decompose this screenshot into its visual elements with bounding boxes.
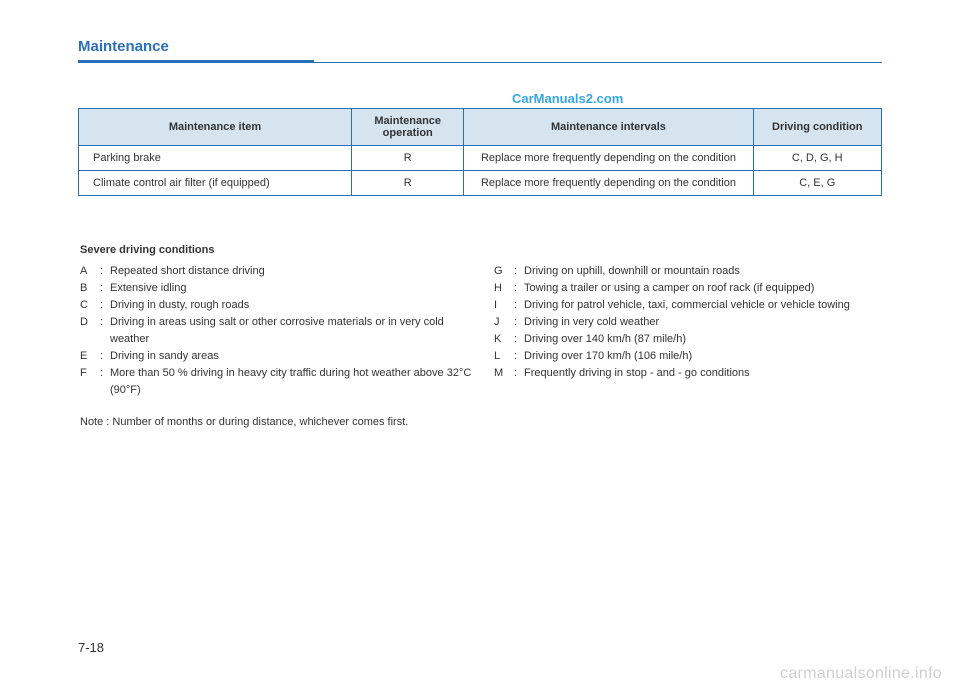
- header-intervals: Maintenance intervals: [464, 109, 753, 146]
- condition-letter: E: [80, 348, 100, 365]
- header-operation: Maintenance operation: [352, 109, 464, 146]
- header-item: Maintenance item: [79, 109, 352, 146]
- condition-letter: D: [80, 314, 100, 348]
- cell-operation: R: [352, 146, 464, 171]
- condition-colon: :: [100, 314, 110, 348]
- condition-colon: :: [514, 280, 524, 297]
- condition-item: L : Driving over 170 km/h (106 mile/h): [494, 348, 874, 365]
- condition-text: Driving in sandy areas: [110, 348, 480, 365]
- condition-item: B : Extensive idling: [80, 280, 480, 297]
- cell-condition: C, D, G, H: [753, 146, 882, 171]
- condition-colon: :: [514, 348, 524, 365]
- condition-text: Extensive idling: [110, 280, 480, 297]
- condition-colon: :: [100, 348, 110, 365]
- conditions-right-column: G : Driving on uphill, downhill or mount…: [494, 263, 874, 382]
- condition-colon: :: [514, 263, 524, 280]
- table-row: Parking brake R Replace more frequently …: [79, 146, 882, 171]
- cell-intervals: Replace more frequently depending on the…: [464, 146, 753, 171]
- condition-item: H : Towing a trailer or using a camper o…: [494, 280, 874, 297]
- cell-condition: C, E, G: [753, 171, 882, 196]
- watermark-bottom: carmanualsonline.info: [780, 665, 942, 683]
- condition-letter: M: [494, 365, 514, 382]
- condition-item: F : More than 50 % driving in heavy city…: [80, 365, 480, 399]
- condition-text: Driving on uphill, downhill or mountain …: [524, 263, 874, 280]
- condition-text: Repeated short distance driving: [110, 263, 480, 280]
- condition-text: Frequently driving in stop - and - go co…: [524, 365, 874, 382]
- title-rule: [78, 62, 882, 63]
- condition-text: Driving in dusty, rough roads: [110, 297, 480, 314]
- condition-item: I : Driving for patrol vehicle, taxi, co…: [494, 297, 874, 314]
- cell-operation: R: [352, 171, 464, 196]
- condition-colon: :: [100, 280, 110, 297]
- condition-item: C : Driving in dusty, rough roads: [80, 297, 480, 314]
- condition-letter: F: [80, 365, 100, 399]
- condition-item: K : Driving over 140 km/h (87 mile/h): [494, 331, 874, 348]
- condition-letter: C: [80, 297, 100, 314]
- condition-letter: I: [494, 297, 514, 314]
- conditions-left-column: A : Repeated short distance driving B : …: [80, 263, 480, 399]
- condition-text: Driving for patrol vehicle, taxi, commer…: [524, 297, 874, 314]
- page-title: Maintenance: [78, 38, 169, 55]
- table-row: Climate control air filter (if equipped)…: [79, 171, 882, 196]
- condition-text: Towing a trailer or using a camper on ro…: [524, 280, 874, 297]
- condition-colon: :: [514, 314, 524, 331]
- condition-letter: A: [80, 263, 100, 280]
- condition-letter: H: [494, 280, 514, 297]
- condition-text: Driving in very cold weather: [524, 314, 874, 331]
- condition-letter: L: [494, 348, 514, 365]
- condition-letter: B: [80, 280, 100, 297]
- note-text: Note : Number of months or during distan…: [80, 416, 408, 428]
- page-number: 7-18: [78, 640, 104, 655]
- condition-colon: :: [100, 365, 110, 399]
- condition-colon: :: [514, 297, 524, 314]
- maintenance-table: Maintenance item Maintenance operation M…: [78, 108, 882, 196]
- cell-item: Climate control air filter (if equipped): [79, 171, 352, 196]
- condition-item: G : Driving on uphill, downhill or mount…: [494, 263, 874, 280]
- condition-colon: :: [514, 331, 524, 348]
- condition-text: Driving over 140 km/h (87 mile/h): [524, 331, 874, 348]
- condition-colon: :: [100, 297, 110, 314]
- condition-text: More than 50 % driving in heavy city tra…: [110, 365, 480, 399]
- condition-letter: J: [494, 314, 514, 331]
- cell-intervals: Replace more frequently depending on the…: [464, 171, 753, 196]
- condition-text: Driving over 170 km/h (106 mile/h): [524, 348, 874, 365]
- condition-colon: :: [100, 263, 110, 280]
- header-condition: Driving condition: [753, 109, 882, 146]
- condition-item: M : Frequently driving in stop - and - g…: [494, 365, 874, 382]
- table-header-row: Maintenance item Maintenance operation M…: [79, 109, 882, 146]
- watermark-top: CarManuals2.com: [512, 91, 623, 106]
- cell-item: Parking brake: [79, 146, 352, 171]
- condition-letter: K: [494, 331, 514, 348]
- condition-item: J : Driving in very cold weather: [494, 314, 874, 331]
- condition-item: D : Driving in areas using salt or other…: [80, 314, 480, 348]
- condition-letter: G: [494, 263, 514, 280]
- subtitle-severe-conditions: Severe driving conditions: [80, 244, 214, 256]
- condition-text: Driving in areas using salt or other cor…: [110, 314, 480, 348]
- condition-colon: :: [514, 365, 524, 382]
- condition-item: A : Repeated short distance driving: [80, 263, 480, 280]
- condition-item: E : Driving in sandy areas: [80, 348, 480, 365]
